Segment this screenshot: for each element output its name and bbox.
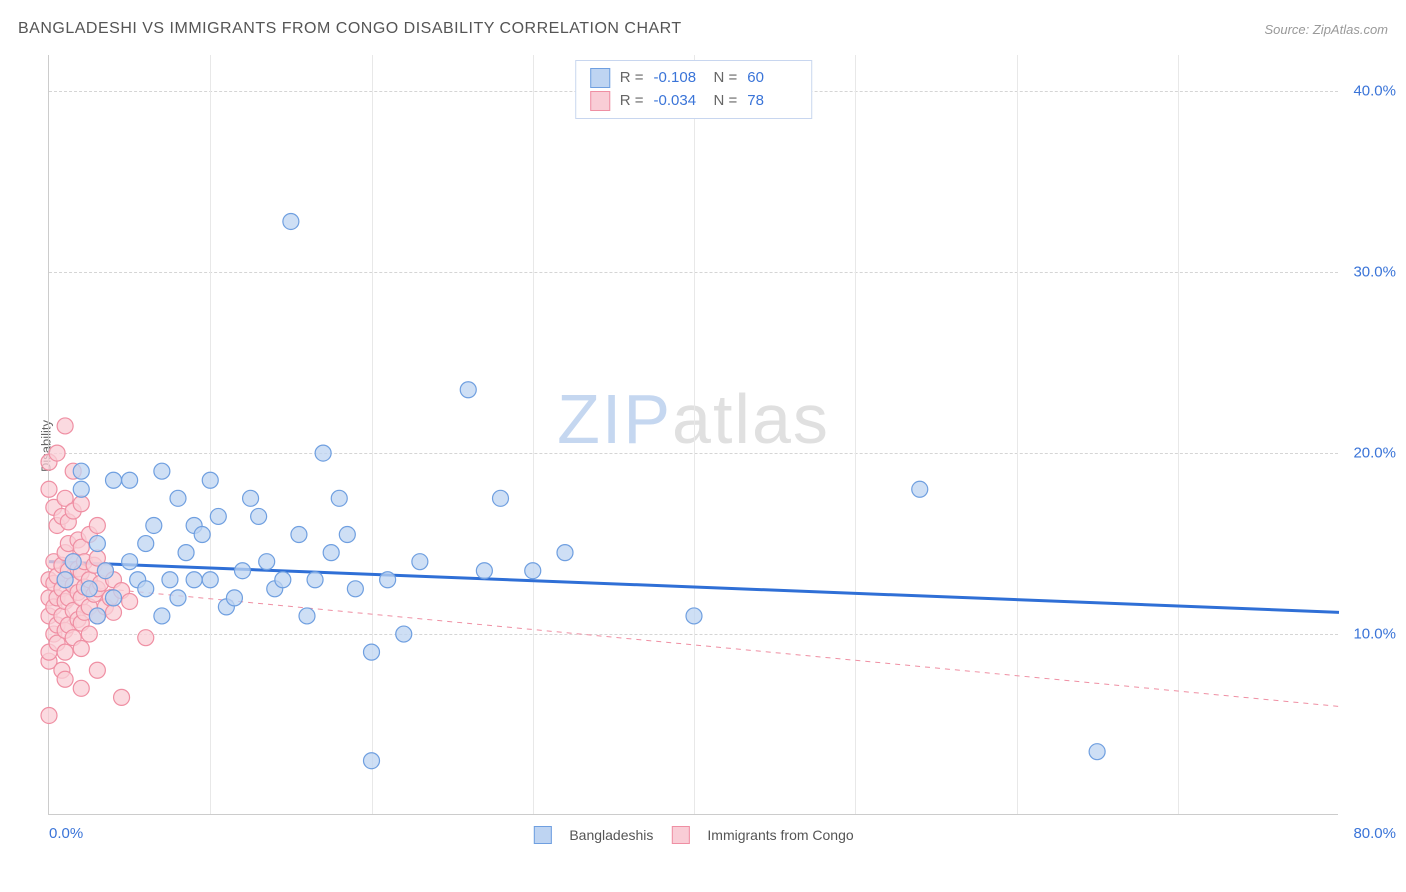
scatter-point — [138, 581, 154, 597]
scatter-point — [186, 572, 202, 588]
scatter-point — [154, 608, 170, 624]
swatch-series1 — [590, 68, 610, 88]
scatter-point — [202, 572, 218, 588]
bottom-legend: Bangladeshis Immigrants from Congo — [533, 826, 853, 844]
scatter-point — [122, 593, 138, 609]
scatter-point — [493, 490, 509, 506]
legend-swatch-series2 — [671, 826, 689, 844]
legend-swatch-series1 — [533, 826, 551, 844]
stats-row-series1: R = -0.108 N = 60 — [590, 67, 798, 90]
scatter-point — [154, 463, 170, 479]
scatter-point — [57, 671, 73, 687]
scatter-point — [912, 481, 928, 497]
scatter-point — [57, 418, 73, 434]
scatter-point — [146, 517, 162, 533]
x-tick-label-max: 80.0% — [1353, 825, 1396, 842]
scatter-point — [396, 626, 412, 642]
stats-n-val-2: 78 — [747, 90, 797, 113]
legend-label-series1: Bangladeshis — [569, 827, 653, 843]
scatter-point — [114, 689, 130, 705]
scatter-point — [202, 472, 218, 488]
scatter-point — [460, 382, 476, 398]
scatter-point — [339, 527, 355, 543]
scatter-point — [106, 590, 122, 606]
y-tick-label: 40.0% — [1353, 83, 1396, 100]
stats-n-val-1: 60 — [747, 67, 797, 90]
x-tick-label-min: 0.0% — [49, 825, 83, 842]
stats-r-label-2: R = — [620, 90, 644, 113]
scatter-point — [138, 630, 154, 646]
scatter-point — [65, 554, 81, 570]
scatter-point — [138, 536, 154, 552]
legend-label-series2: Immigrants from Congo — [707, 827, 853, 843]
stats-row-series2: R = -0.034 N = 78 — [590, 90, 798, 113]
scatter-point — [331, 490, 347, 506]
scatter-point — [178, 545, 194, 561]
scatter-point — [210, 508, 226, 524]
scatter-point — [73, 481, 89, 497]
scatter-point — [49, 445, 65, 461]
scatter-points — [49, 55, 1338, 814]
swatch-series2 — [590, 91, 610, 111]
scatter-point — [259, 554, 275, 570]
scatter-point — [170, 590, 186, 606]
scatter-point — [89, 536, 105, 552]
scatter-point — [41, 707, 57, 723]
scatter-point — [557, 545, 573, 561]
scatter-point — [686, 608, 702, 624]
stats-r-label-1: R = — [620, 67, 644, 90]
stats-n-label-2: N = — [714, 90, 738, 113]
y-tick-label: 10.0% — [1353, 626, 1396, 643]
y-tick-label: 20.0% — [1353, 445, 1396, 462]
scatter-point — [307, 572, 323, 588]
scatter-point — [364, 753, 380, 769]
scatter-point — [291, 527, 307, 543]
scatter-point — [81, 626, 97, 642]
scatter-point — [41, 481, 57, 497]
scatter-point — [194, 527, 210, 543]
scatter-point — [226, 590, 242, 606]
chart-title: BANGLADESHI VS IMMIGRANTS FROM CONGO DIS… — [18, 20, 682, 38]
scatter-point — [106, 472, 122, 488]
scatter-point — [162, 572, 178, 588]
chart-source: Source: ZipAtlas.com — [1264, 22, 1388, 37]
scatter-point — [73, 463, 89, 479]
scatter-point — [89, 662, 105, 678]
scatter-point — [275, 572, 291, 588]
scatter-point — [73, 496, 89, 512]
stats-r-val-2: -0.034 — [654, 90, 704, 113]
scatter-point — [122, 472, 138, 488]
scatter-point — [243, 490, 259, 506]
scatter-point — [323, 545, 339, 561]
scatter-point — [347, 581, 363, 597]
scatter-point — [364, 644, 380, 660]
scatter-point — [283, 213, 299, 229]
scatter-point — [315, 445, 331, 461]
scatter-point — [81, 581, 97, 597]
scatter-point — [89, 517, 105, 533]
scatter-point — [412, 554, 428, 570]
scatter-point — [476, 563, 492, 579]
stats-n-label-1: N = — [714, 67, 738, 90]
scatter-point — [1089, 744, 1105, 760]
scatter-point — [251, 508, 267, 524]
scatter-point — [57, 572, 73, 588]
scatter-point — [73, 641, 89, 657]
chart-header: BANGLADESHI VS IMMIGRANTS FROM CONGO DIS… — [18, 20, 1388, 38]
plot-area: ZIPatlas 10.0%20.0%30.0%40.0%0.0%80.0% R… — [48, 55, 1338, 815]
scatter-point — [170, 490, 186, 506]
scatter-point — [122, 554, 138, 570]
scatter-point — [106, 604, 122, 620]
scatter-point — [380, 572, 396, 588]
scatter-point — [235, 563, 251, 579]
stats-legend-box: R = -0.108 N = 60 R = -0.034 N = 78 — [575, 60, 813, 119]
stats-r-val-1: -0.108 — [654, 67, 704, 90]
scatter-point — [525, 563, 541, 579]
y-tick-label: 30.0% — [1353, 264, 1396, 281]
scatter-point — [299, 608, 315, 624]
scatter-point — [57, 644, 73, 660]
scatter-point — [89, 608, 105, 624]
scatter-point — [97, 563, 113, 579]
scatter-point — [73, 680, 89, 696]
